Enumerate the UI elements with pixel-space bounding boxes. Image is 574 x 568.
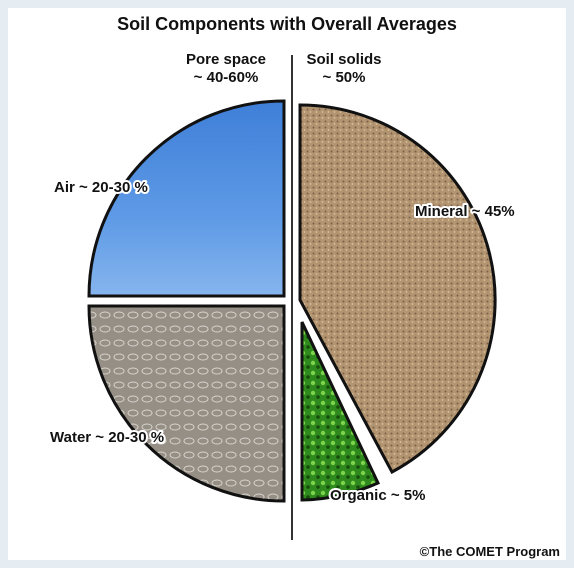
mineral-wedge <box>298 103 497 475</box>
air-wedge <box>87 99 286 298</box>
component-label: Mineral ~ 45% <box>415 203 515 220</box>
group-share: ~ 40-60% <box>194 69 259 86</box>
component-label: Water ~ 20-30 % <box>50 429 164 446</box>
group-share: ~ 50% <box>323 69 366 86</box>
credit: ©The COMET Program <box>420 544 560 559</box>
component-label: Organic ~ 5% <box>330 487 425 504</box>
group-name: Soil solids <box>306 51 381 68</box>
water-wedge <box>87 304 286 503</box>
component-label: Air ~ 20-30 % <box>54 179 148 196</box>
title: Soil Components with Overall Averages <box>117 14 457 34</box>
group-name: Pore space <box>186 51 266 68</box>
organic-wedge <box>300 321 381 502</box>
